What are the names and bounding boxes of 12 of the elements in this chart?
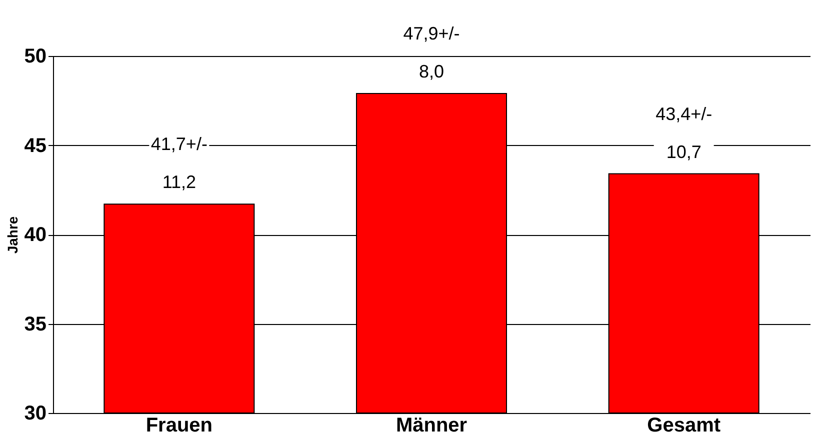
y-tick-label: 40 [24,224,46,246]
y-axis-title: Jahre [4,216,20,254]
y-tick-label: 45 [24,134,46,157]
y-tick-label: 30 [24,402,46,424]
text: 43,4+/- 10,7 [656,104,712,162]
x-tick-label: Männer [396,414,468,436]
x-tick-label: Frauen [146,414,213,436]
text: 47,9+/- 8,0 [403,23,460,82]
x-tick-label: Gesamt [647,414,721,436]
y-tick-label: 35 [24,313,46,336]
y-tick-label: 50 [24,46,46,68]
text: 41,7+/- 11,2 [150,134,208,192]
